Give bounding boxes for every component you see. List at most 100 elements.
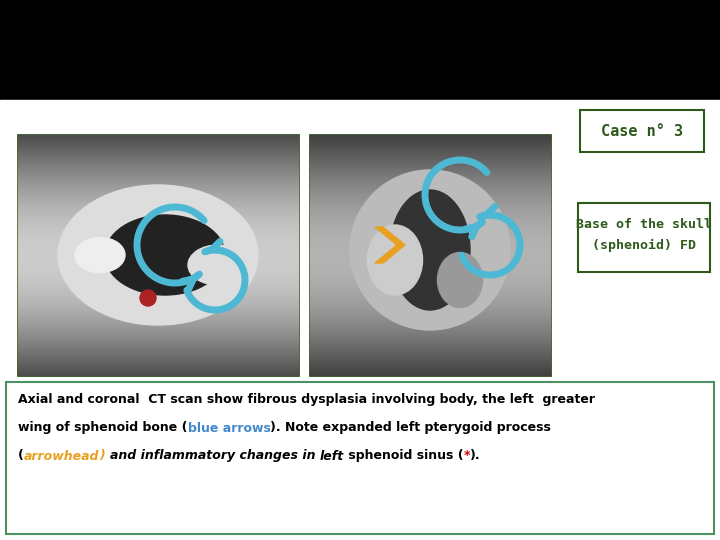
- Bar: [310, 241, 550, 242]
- Bar: [18, 141, 298, 142]
- Bar: [18, 297, 298, 298]
- Bar: [310, 238, 550, 239]
- Bar: [18, 327, 298, 328]
- Bar: [310, 336, 550, 337]
- Bar: [310, 267, 550, 268]
- Bar: [310, 183, 550, 184]
- Bar: [18, 364, 298, 365]
- Bar: [18, 261, 298, 262]
- Bar: [310, 165, 550, 166]
- Text: Base of the skull: Base of the skull: [576, 219, 712, 232]
- Bar: [310, 149, 550, 150]
- Bar: [18, 273, 298, 274]
- Bar: [310, 323, 550, 324]
- Bar: [18, 292, 298, 293]
- Bar: [310, 216, 550, 217]
- Bar: [310, 350, 550, 351]
- Bar: [18, 289, 298, 290]
- Text: Axial and coronal  CT scan show fibrous dysplasia involving body, the left  grea: Axial and coronal CT scan show fibrous d…: [18, 394, 595, 407]
- Bar: [18, 241, 298, 242]
- Bar: [18, 260, 298, 261]
- Bar: [310, 372, 550, 373]
- Bar: [18, 175, 298, 176]
- Bar: [310, 189, 550, 190]
- Bar: [310, 302, 550, 303]
- Bar: [18, 161, 298, 162]
- Bar: [310, 231, 550, 232]
- Bar: [310, 274, 550, 275]
- Bar: [310, 190, 550, 191]
- FancyBboxPatch shape: [6, 382, 714, 534]
- Bar: [18, 197, 298, 198]
- Bar: [310, 269, 550, 270]
- Ellipse shape: [188, 245, 248, 285]
- Bar: [18, 296, 298, 297]
- Bar: [310, 152, 550, 153]
- Bar: [18, 223, 298, 224]
- Bar: [18, 338, 298, 339]
- Bar: [310, 349, 550, 350]
- Bar: [310, 137, 550, 138]
- Bar: [18, 247, 298, 248]
- Bar: [18, 147, 298, 148]
- Bar: [18, 207, 298, 208]
- Bar: [18, 189, 298, 190]
- Bar: [18, 226, 298, 227]
- Bar: [310, 199, 550, 200]
- Bar: [310, 298, 550, 299]
- Bar: [310, 358, 550, 359]
- Bar: [18, 251, 298, 252]
- Ellipse shape: [350, 170, 510, 330]
- Bar: [310, 233, 550, 234]
- Bar: [310, 273, 550, 274]
- Bar: [310, 143, 550, 144]
- Bar: [310, 135, 550, 375]
- Bar: [310, 328, 550, 329]
- Bar: [310, 368, 550, 369]
- Bar: [310, 203, 550, 204]
- Bar: [310, 198, 550, 199]
- Bar: [18, 164, 298, 165]
- Bar: [310, 142, 550, 143]
- Bar: [18, 217, 298, 218]
- Bar: [18, 277, 298, 278]
- Bar: [18, 344, 298, 345]
- FancyBboxPatch shape: [580, 110, 704, 152]
- Bar: [18, 199, 298, 200]
- Bar: [18, 328, 298, 329]
- Bar: [310, 355, 550, 356]
- Bar: [18, 237, 298, 238]
- Bar: [18, 210, 298, 211]
- Bar: [310, 196, 550, 197]
- Text: wing of sphenoid bone (: wing of sphenoid bone (: [18, 422, 187, 435]
- Bar: [18, 315, 298, 316]
- Bar: [18, 173, 298, 174]
- Bar: [18, 215, 298, 216]
- Bar: [18, 151, 298, 152]
- Bar: [310, 263, 550, 264]
- Bar: [310, 289, 550, 290]
- Bar: [310, 254, 550, 255]
- Bar: [310, 161, 550, 162]
- Bar: [310, 214, 550, 215]
- Bar: [18, 374, 298, 375]
- Ellipse shape: [390, 190, 470, 310]
- Bar: [310, 163, 550, 164]
- Bar: [310, 292, 550, 293]
- Bar: [310, 287, 550, 288]
- Bar: [18, 202, 298, 203]
- Bar: [18, 236, 298, 237]
- Bar: [18, 282, 298, 283]
- Bar: [310, 177, 550, 178]
- Bar: [310, 141, 550, 142]
- Bar: [18, 271, 298, 272]
- Bar: [310, 325, 550, 326]
- Bar: [18, 136, 298, 137]
- Bar: [18, 232, 298, 233]
- Bar: [310, 219, 550, 220]
- Bar: [18, 255, 298, 256]
- Text: sphenoid sinus (: sphenoid sinus (: [343, 449, 463, 462]
- Bar: [18, 293, 298, 294]
- Ellipse shape: [105, 215, 225, 295]
- Bar: [18, 242, 298, 243]
